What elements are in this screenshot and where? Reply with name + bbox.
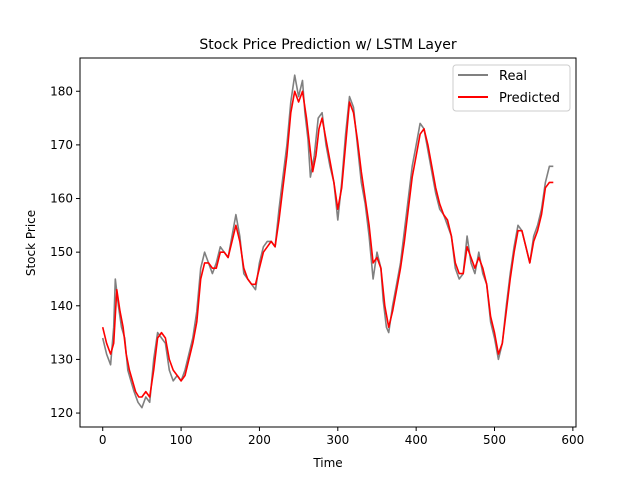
y-tick-label: 170 xyxy=(50,138,73,152)
plot-frame xyxy=(80,58,576,427)
x-tick-label: 400 xyxy=(405,433,428,447)
plot-area xyxy=(79,57,577,428)
x-axis-label: Time xyxy=(312,456,342,470)
x-tick-label: 600 xyxy=(561,433,584,447)
y-axis-label: Stock Price xyxy=(24,210,38,276)
legend-box xyxy=(452,64,571,112)
y-tick-label: 180 xyxy=(50,84,73,98)
x-axis: 0 100 200 300 400 500 600 xyxy=(99,427,584,447)
series-line-predicted xyxy=(101,90,554,398)
plot-border xyxy=(79,57,577,428)
legend-label-predicted: Predicted xyxy=(499,91,560,106)
x-tick-label: 0 xyxy=(99,433,107,447)
legend: Real Predicted xyxy=(452,64,571,112)
x-tick-label: 300 xyxy=(326,433,349,447)
x-tick-label: 100 xyxy=(170,433,193,447)
series-layer xyxy=(101,74,554,409)
y-tick-label: 140 xyxy=(50,299,73,313)
legend-label-real: Real xyxy=(499,69,527,84)
x-tick-label: 200 xyxy=(248,433,271,447)
y-tick-label: 160 xyxy=(50,192,73,206)
chart-title: Stock Price Prediction w/ LSTM Layer xyxy=(199,37,456,53)
x-tick-label: 500 xyxy=(483,433,506,447)
y-tick-label: 120 xyxy=(50,406,73,420)
y-tick-label: 130 xyxy=(50,352,73,366)
y-tick-label: 150 xyxy=(50,245,73,259)
y-axis: 120 130 140 150 160 170 180 xyxy=(50,84,80,420)
